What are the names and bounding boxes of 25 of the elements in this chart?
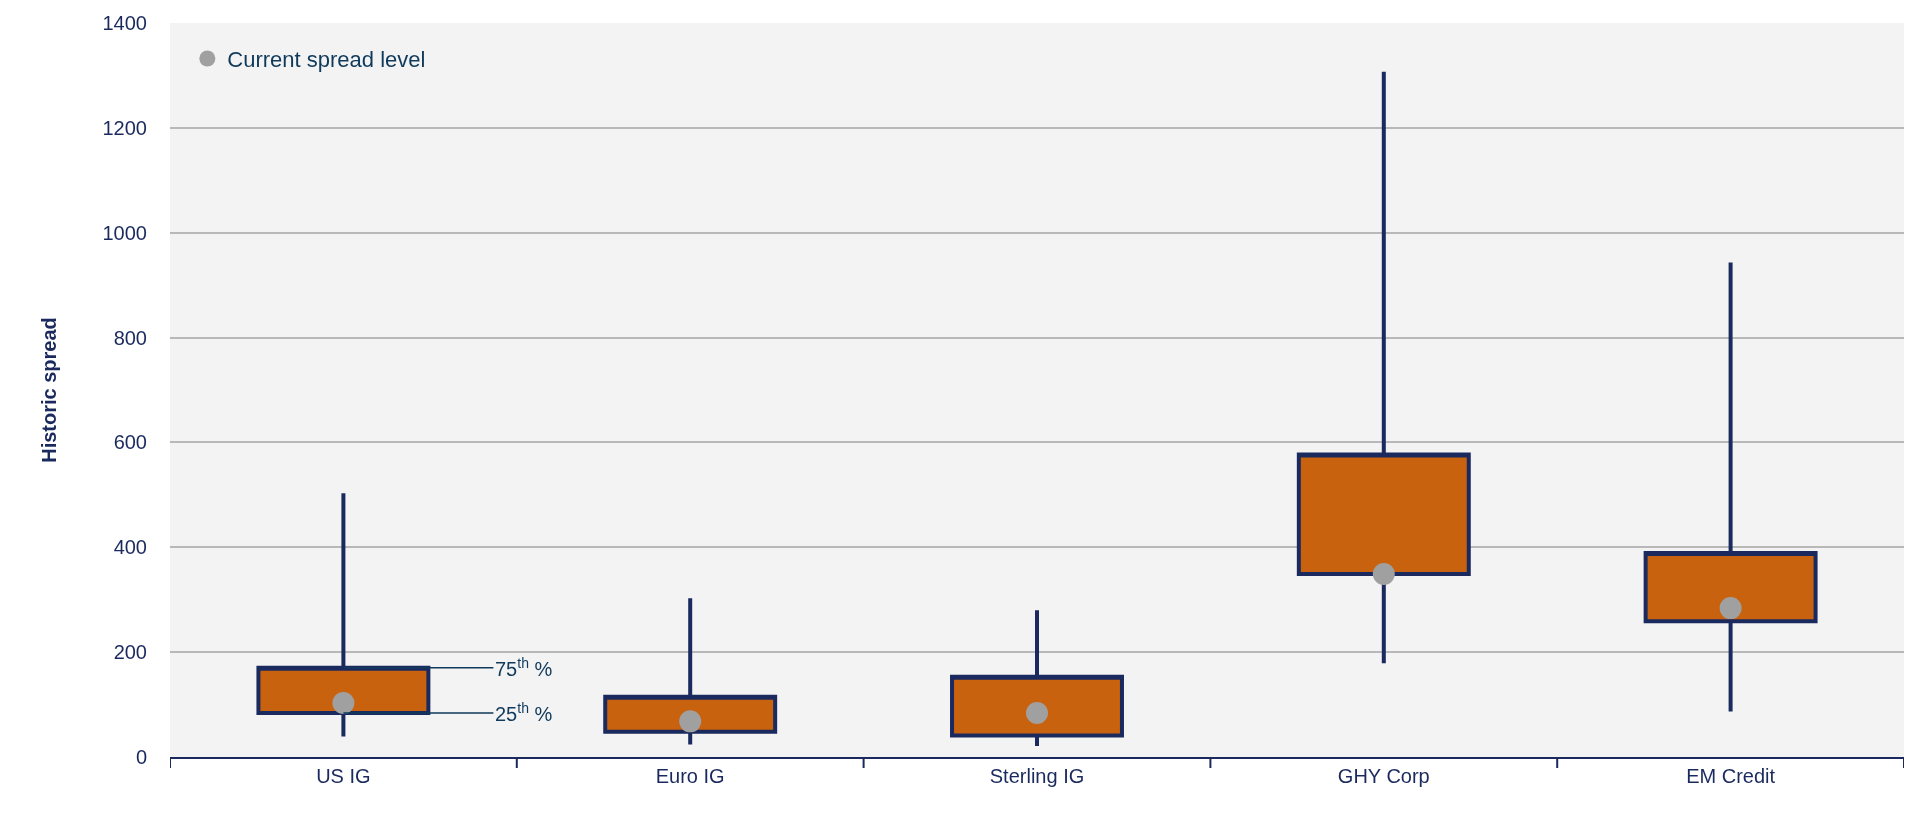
- annotation: 75$^{th}$ %: [495, 655, 553, 681]
- candlestick: [1296, 71, 1471, 664]
- point: [332, 692, 355, 714]
- y-tick-label: 600: [113, 431, 147, 454]
- y-tick-label: 800: [113, 326, 147, 349]
- x-tick-label: Euro IG: [655, 765, 725, 787]
- y-tick-label: 1200: [102, 116, 147, 139]
- y-tick-label: 1000: [102, 221, 147, 244]
- y-tick-label: 0: [135, 746, 147, 768]
- point: [1372, 563, 1395, 586]
- x-tick-label: US IG: [316, 765, 371, 787]
- y-tick-label: 400: [113, 536, 147, 559]
- y-axis-title: Historic spread: [38, 317, 60, 463]
- point: [1719, 597, 1742, 620]
- y-tick-label: 200: [113, 641, 147, 664]
- x-tick-label: GHY Corp: [1337, 765, 1430, 787]
- annotation: 25$^{th}$ %: [495, 700, 553, 726]
- y-tick-label: 1400: [102, 12, 147, 34]
- candlestick: [950, 610, 1124, 746]
- x-tick-label: EM Credit: [1686, 765, 1776, 787]
- x-tick-label: Sterling IG: [989, 765, 1085, 787]
- candlestick: [1643, 262, 1818, 712]
- point: [679, 710, 702, 733]
- legend-label: Current spread level: [227, 47, 426, 73]
- point: [1026, 701, 1048, 724]
